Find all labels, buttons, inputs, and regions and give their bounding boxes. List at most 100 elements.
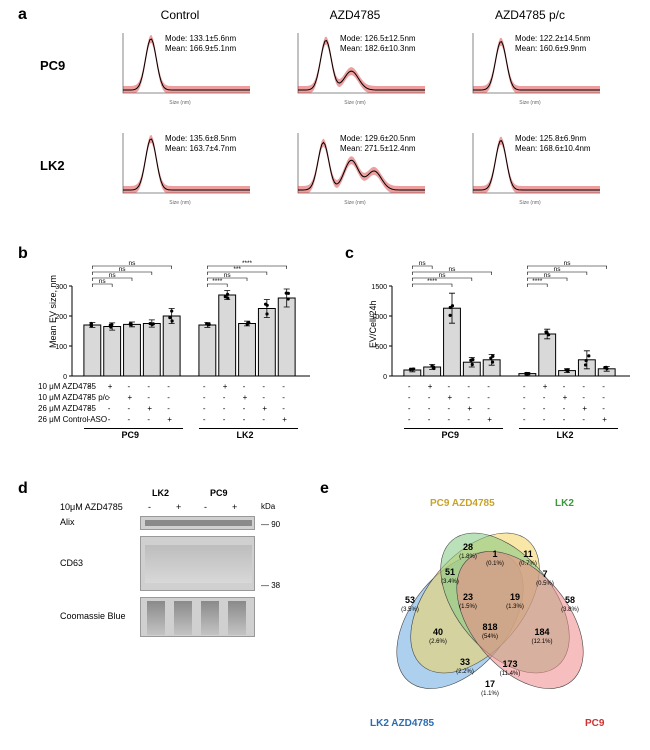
svg-text:(1.3%): (1.3%) (506, 604, 524, 610)
condition-mark: - (243, 404, 246, 413)
svg-text:Size (nm): Size (nm) (169, 100, 191, 106)
group-label: PC9 (441, 430, 459, 440)
venn-set-label: PC9 (585, 718, 604, 729)
lane-group: PC9 (210, 488, 228, 498)
svg-text:ns: ns (99, 278, 107, 285)
condition-mark: + (448, 393, 453, 402)
condition-mark: - (408, 382, 411, 391)
condition-mark: - (428, 393, 431, 402)
condition-mark: - (543, 393, 546, 402)
condition-mark: - (203, 393, 206, 402)
venn-set-label: PC9 AZD4785 (430, 498, 495, 509)
svg-text:(12.1%): (12.1%) (531, 639, 552, 645)
condition-mark: + (543, 382, 548, 391)
condition-mark: - (88, 393, 91, 402)
condition-mark: - (602, 393, 605, 402)
condition-mark: - (487, 382, 490, 391)
group-label: LK2 (237, 430, 254, 440)
nta-stats: Mode: 126.5±12.5nmMean: 182.6±10.3nm (340, 34, 416, 55)
condition-mark: - (408, 415, 411, 424)
svg-text:Size (nm): Size (nm) (519, 100, 541, 106)
svg-text:ns: ns (119, 266, 127, 273)
blot-row-label: Coomassie Blue (60, 611, 135, 621)
condition-mark: - (108, 393, 111, 402)
svg-text:ns: ns (419, 260, 427, 267)
condition-mark: + (243, 393, 248, 402)
condition-mark: - (602, 404, 605, 413)
condition-mark: - (262, 415, 265, 424)
y-axis-label: Mean EV size, nm (48, 275, 58, 348)
condition-mark: + (147, 404, 152, 413)
treatment-label: 10μM AZD4785 (60, 502, 123, 512)
condition-mark: - (467, 393, 470, 402)
panel-e-label: e (320, 480, 329, 498)
svg-text:17: 17 (485, 679, 495, 689)
svg-text:****: **** (212, 278, 223, 285)
blot-strip (140, 516, 255, 530)
svg-text:****: **** (242, 260, 253, 267)
row-header: PC9 (40, 58, 65, 73)
panel-d-label: d (18, 480, 28, 498)
group-label: PC9 (121, 430, 139, 440)
svg-text:33: 33 (460, 657, 470, 667)
svg-text:51: 51 (445, 567, 455, 577)
bar-chart-svg: 0100200300nsnsnsns****ns******* (40, 258, 315, 386)
svg-text:(3.4%): (3.4%) (441, 579, 459, 585)
condition-mark: - (543, 415, 546, 424)
condition-mark: - (282, 404, 285, 413)
svg-text:(0.7%): (0.7%) (519, 561, 537, 567)
svg-text:(1.1%): (1.1%) (481, 691, 499, 697)
condition-mark: + (428, 382, 433, 391)
condition-mark: + (582, 404, 587, 413)
condition-mark: - (582, 415, 585, 424)
condition-mark: + (602, 415, 607, 424)
lane-pm: + (176, 502, 181, 512)
svg-text:ns: ns (544, 272, 552, 279)
svg-text:ns: ns (439, 272, 447, 279)
svg-text:(54%): (54%) (482, 634, 498, 640)
svg-text:***: *** (233, 266, 241, 273)
blot-strip (140, 536, 255, 591)
condition-mark: - (602, 382, 605, 391)
condition-mark: - (563, 415, 566, 424)
condition-mark: - (88, 382, 91, 391)
kda-mark: — 38 (261, 581, 280, 590)
svg-text:1500: 1500 (371, 284, 387, 291)
nta-stats: Mode: 129.6±20.5nmMean: 271.5±12.4nm (340, 134, 416, 155)
blot-row-label: CD63 (60, 558, 135, 568)
svg-text:11: 11 (523, 549, 533, 559)
svg-text:Size (nm): Size (nm) (344, 100, 366, 106)
svg-text:(0.1%): (0.1%) (486, 561, 504, 567)
condition-mark: - (243, 415, 246, 424)
condition-mark: - (167, 404, 170, 413)
condition-mark: - (448, 382, 451, 391)
condition-mark: + (487, 415, 492, 424)
svg-text:ns: ns (449, 266, 457, 273)
condition-mark: - (408, 404, 411, 413)
nta-stats: Mode: 125.8±6.9nmMean: 168.6±10.4nm (515, 134, 591, 155)
svg-text:(3.8%): (3.8%) (561, 607, 579, 613)
condition-mark: - (223, 393, 226, 402)
condition-mark: - (88, 404, 91, 413)
condition-mark: - (128, 404, 131, 413)
svg-text:ns: ns (224, 272, 232, 279)
condition-mark: - (563, 404, 566, 413)
condition-mark: + (128, 393, 133, 402)
condition-mark: - (147, 415, 150, 424)
condition-label: 26 μM Control ASO (38, 415, 107, 424)
lane-group: LK2 (152, 488, 169, 498)
y-axis-label: EV/Cell/24h (368, 300, 378, 348)
condition-mark: + (563, 393, 568, 402)
svg-text:818: 818 (482, 622, 497, 632)
condition-mark: - (563, 382, 566, 391)
svg-text:(2.2%): (2.2%) (456, 669, 474, 675)
condition-mark: - (203, 382, 206, 391)
condition-mark: - (262, 382, 265, 391)
lane-pm: - (148, 502, 151, 512)
nta-stats: Mode: 133.1±5.6nmMean: 166.9±5.1nm (165, 34, 236, 55)
condition-mark: - (408, 393, 411, 402)
row-header: LK2 (40, 158, 65, 173)
svg-text:****: **** (427, 278, 438, 285)
nta-stats: Mode: 122.2±14.5nmMean: 160.6±9.9nm (515, 34, 591, 55)
svg-text:184: 184 (534, 627, 549, 637)
